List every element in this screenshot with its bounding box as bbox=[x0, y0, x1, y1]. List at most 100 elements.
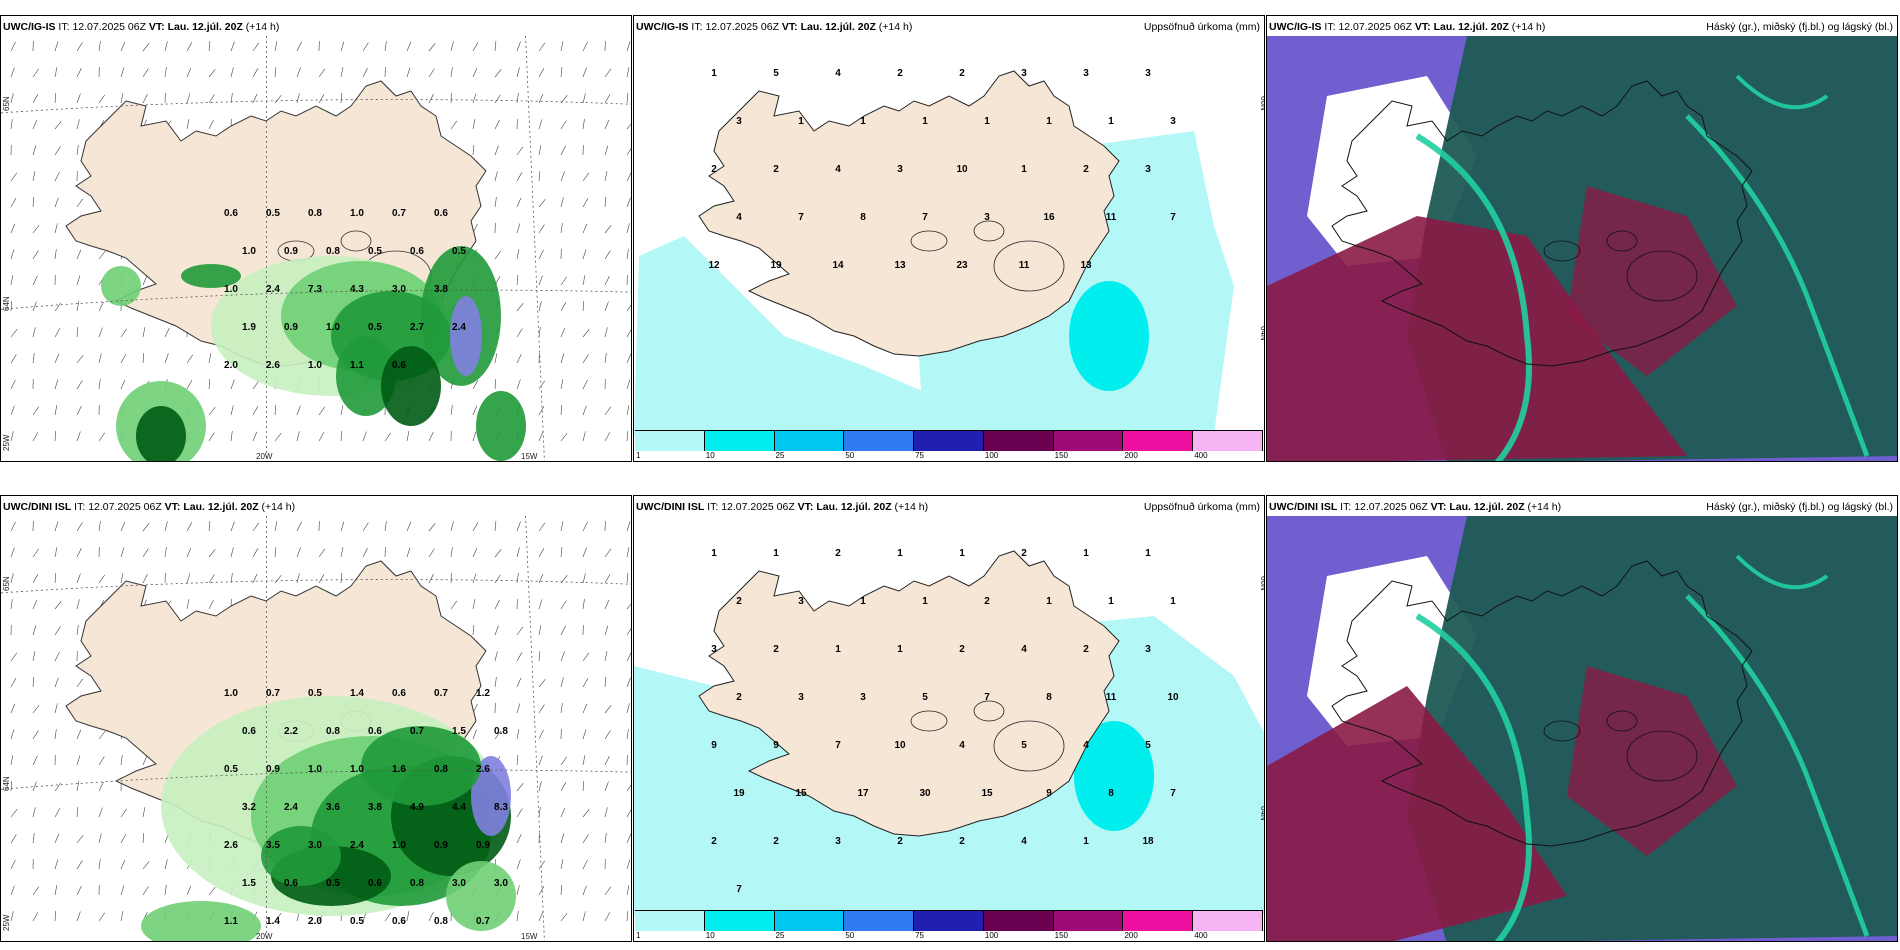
wind-barb bbox=[10, 354, 17, 364]
wind-barb bbox=[142, 43, 150, 52]
wind-barb bbox=[626, 628, 631, 636]
precip-accum-value: 9 bbox=[711, 740, 717, 751]
colorbar-segment bbox=[983, 431, 1054, 451]
wind-barb bbox=[252, 380, 260, 390]
wind-barb bbox=[384, 912, 392, 922]
precip-accum-value: 2 bbox=[959, 68, 965, 79]
glacier-vatnajokull bbox=[1626, 730, 1698, 782]
iceland-coastline bbox=[1331, 560, 1753, 847]
map-area[interactable]: 66N 64N 1 1 2 1 1 2 1 1 2 3 1 1 2 1 1 1 3 2 1 1 2 4 2 3 2 3 3 5 7 8 11 10… bbox=[634, 516, 1264, 914]
wind-barb bbox=[230, 573, 233, 584]
precip-value: 2.2 bbox=[284, 726, 298, 737]
wind-barb bbox=[604, 406, 612, 416]
cloud-edge bbox=[1685, 114, 1870, 457]
precip-accum-value: 1 bbox=[897, 548, 903, 559]
wind-barb bbox=[10, 198, 17, 208]
wind-barb bbox=[362, 522, 369, 532]
wind-barb bbox=[142, 807, 146, 818]
wind-barb bbox=[582, 599, 585, 610]
map-area[interactable]: 65N 64N 20W 15W 25W 0.6 0.5 0.8 1.0 0.7 0.6 1.0 0.9 0… bbox=[1, 36, 631, 461]
precip-accum-value-group: 1 5 4 2 2 3 3 33 1 1 1 1 1 1 32 2 4 3 10 1 2 34 7 8 7 3 16 11 712 19 1… bbox=[708, 68, 1176, 271]
wind-barb bbox=[252, 406, 259, 416]
wind-barb bbox=[516, 93, 519, 104]
wind-barb bbox=[76, 599, 80, 610]
precip-accum-value: 1 bbox=[711, 68, 717, 79]
precip-accum-value: 11 bbox=[1019, 260, 1030, 271]
wind-barb bbox=[450, 600, 458, 610]
wind-barb bbox=[406, 911, 410, 922]
it-label: IT: bbox=[1324, 21, 1336, 33]
wind-barb bbox=[76, 145, 79, 156]
precip-accum-value: 3 bbox=[1145, 164, 1151, 175]
precip-accum-value: 2 bbox=[959, 644, 965, 655]
wind-barb bbox=[76, 781, 80, 792]
wind-barb bbox=[494, 94, 501, 104]
precip-value: 1.6 bbox=[392, 764, 406, 775]
precip-blob bbox=[101, 266, 141, 306]
colorbar-label: 75 bbox=[915, 451, 925, 460]
wind-barb bbox=[32, 886, 39, 896]
wind-barb bbox=[538, 781, 542, 792]
wind-barb bbox=[582, 859, 588, 870]
wind-barb bbox=[76, 885, 82, 896]
precip-blob bbox=[381, 346, 441, 426]
wind-barb bbox=[208, 119, 214, 130]
precip-value: 3.8 bbox=[368, 802, 382, 813]
map-area[interactable] bbox=[1267, 516, 1897, 941]
wind-barb bbox=[142, 755, 148, 766]
iceland-coastline bbox=[698, 70, 1120, 357]
wind-barb bbox=[120, 573, 124, 584]
map-area[interactable]: 66N 64N 1 5 4 2 2 3 3 3 3 1 1 1 1 1 1 3 2 2 4 3 10 1 2 3 4 7 8 7 3 16 11… bbox=[634, 36, 1264, 434]
precip-accum-value: 1 bbox=[984, 116, 990, 127]
map-area[interactable]: 65N 64N 20W 15W 25W 1.0 0.7 0.5 1.4 0.6 0.7 1.2 0.6 2… bbox=[1, 516, 631, 941]
wind-barb bbox=[604, 548, 612, 558]
wind-barb bbox=[604, 599, 610, 610]
it-label: IT: bbox=[691, 21, 703, 33]
wind-barb bbox=[120, 93, 124, 104]
precip-accum-value-group: 1 1 2 1 1 2 1 12 3 1 1 2 1 1 13 2 1 1 2 4 2 32 3 3 5 7 8 11 109 9 7 10 4… bbox=[711, 548, 1179, 895]
colorbar-segment bbox=[1193, 911, 1264, 931]
panel-header: UWC/DINI ISL IT: 12.07.2025 06Z VT: Lau.… bbox=[3, 501, 295, 513]
wind-barb bbox=[98, 833, 102, 844]
wind-barb bbox=[54, 677, 59, 688]
wind-barb bbox=[582, 573, 586, 584]
precip-accum-value: 13 bbox=[1080, 260, 1092, 271]
wind-barb bbox=[10, 755, 14, 766]
map-area[interactable] bbox=[1267, 36, 1897, 461]
wind-barb bbox=[54, 302, 62, 312]
wind-barb bbox=[120, 354, 127, 364]
wind-barb bbox=[516, 67, 520, 78]
wind-barb bbox=[208, 432, 215, 442]
model-name: UWC/DINI ISL bbox=[1269, 501, 1338, 513]
wind-barb bbox=[142, 327, 146, 338]
wind-barb bbox=[340, 521, 345, 532]
precip-value: 3.6 bbox=[326, 802, 340, 813]
wind-barb bbox=[76, 275, 81, 286]
wind-barb bbox=[516, 521, 521, 532]
wind-barb bbox=[230, 431, 233, 442]
precip-accum-value: 3 bbox=[897, 164, 903, 175]
wind-barb bbox=[560, 41, 564, 52]
precip-value: 1.0 bbox=[308, 360, 322, 371]
wind-barb bbox=[10, 93, 14, 104]
wind-barb bbox=[54, 353, 60, 364]
wind-barb bbox=[164, 327, 170, 338]
wind-barb bbox=[604, 705, 612, 714]
wind-barb bbox=[626, 784, 631, 792]
wind-barb bbox=[32, 145, 37, 156]
precip-accum-value: 4 bbox=[1021, 836, 1027, 847]
lon-label: 15W bbox=[521, 932, 538, 941]
model-name: UWC/IG-IS bbox=[636, 21, 689, 33]
wind-barb bbox=[516, 328, 523, 338]
panel-header: UWC/IG-IS IT: 12.07.2025 06Z VT: Lau. 12… bbox=[636, 21, 912, 33]
colorbar-label: 200 bbox=[1124, 931, 1138, 940]
wind-barb bbox=[230, 41, 235, 52]
precip-value: 0.8 bbox=[494, 726, 508, 737]
wind-barb bbox=[538, 224, 545, 234]
precip-blob bbox=[336, 336, 396, 416]
wind-barb bbox=[296, 93, 300, 104]
precip-value: 0.6 bbox=[410, 246, 424, 257]
wind-barb bbox=[208, 549, 216, 558]
precip-colorbar-labels: 1 10 25 50 75 100 150 200 400 bbox=[635, 451, 1263, 461]
precip-value: 1.0 bbox=[224, 688, 238, 699]
